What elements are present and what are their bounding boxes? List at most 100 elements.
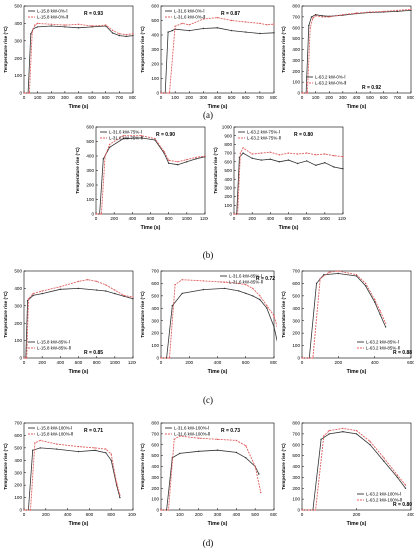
legend-label: L-63.2 kW-100%-Ⅰ [366,492,401,497]
y-axis-label: Temperature rise (°C) [140,443,145,490]
data-point [198,437,200,439]
data-point [245,292,247,295]
data-point [174,25,176,27]
r-value-label: R = 0.85 [84,350,103,356]
y-tick-label: 600 [292,25,300,30]
data-point [259,22,261,25]
x-tick-label: 1000 [128,512,136,517]
x-tick-label: 600 [242,360,250,365]
data-point [102,158,104,160]
data-point [383,10,385,13]
x-tick-label: 200 [325,95,333,100]
data-point [314,14,317,16]
y-tick-label: 100 [224,203,232,208]
data-point [251,157,253,159]
y-tick-label: 200 [86,183,94,188]
x-tick-label: 0 [233,216,236,221]
data-point [383,460,385,462]
y-tick-label: 0 [229,212,232,217]
x-tick-label: 400 [128,216,136,221]
data-point [195,156,197,159]
data-point [23,509,25,511]
data-point [50,23,52,25]
data-point [333,155,335,157]
y-tick-label: 200 [151,62,159,67]
legend-label: L-63.2 kW-85%-Ⅰ [366,340,399,345]
data-point [110,453,112,455]
y-axis-label: Temperature rise (°C) [3,291,8,338]
series-line [24,22,134,94]
x-tick-label: 200 [248,216,256,221]
data-point [296,153,299,155]
y-tick-label: 900 [224,133,232,138]
data-point [100,213,103,215]
data-point [252,287,254,290]
data-point [56,448,58,450]
data-point [188,29,190,32]
y-axis-label: Temperature rise (°C) [3,443,8,490]
y-tick-label: 500 [14,269,22,274]
data-point [108,143,111,146]
data-point [181,292,183,295]
data-point [202,288,205,291]
data-point [28,92,31,94]
series-line [161,17,275,94]
data-point [216,438,219,440]
series-line [161,435,262,511]
x-tick-label: 200 [38,360,46,365]
data-point [296,162,299,165]
y-tick-label: 200 [292,69,300,74]
series-line [161,27,275,94]
data-point [26,299,29,302]
data-point [320,438,322,440]
data-point [324,153,326,155]
y-tick-label: 200 [224,194,232,199]
x-axis-label: Time (s) [279,225,299,231]
r-value-label: R = 0.92 [362,85,381,91]
data-point [278,154,281,156]
data-point [236,213,239,215]
y-axis-label: Temperature rise (°C) [140,26,145,73]
chart-c1: 0 100 200 300 400 500 0 200 400 600 800 1000 1200 Tim… [3,269,136,375]
y-tick-label: 600 [14,433,22,438]
data-point [266,24,268,26]
data-point [94,447,96,449]
y-tick-label: 500 [292,453,300,458]
data-point [105,448,107,450]
data-point [312,357,314,359]
label-b: (b) [202,250,214,260]
data-point [77,280,80,283]
y-tick-label: 300 [14,470,22,475]
data-point [132,33,134,35]
legend-label: L-63.2 kW-0%-Ⅱ [315,81,346,86]
data-point [160,357,162,359]
y-tick-label: 800 [292,4,300,9]
data-point [39,447,41,449]
y-tick-label: 0 [156,356,159,361]
y-tick-label: 300 [14,303,22,308]
y-tick-label: 300 [151,47,159,52]
data-point [23,92,25,94]
legend-label: L-63.2 kW-75%-Ⅰ [247,130,280,135]
x-axis-label: Time (s) [347,521,367,527]
data-point [122,137,124,140]
data-point [396,474,399,476]
data-point [260,491,262,494]
data-point [168,162,170,164]
y-tick-label: 400 [151,306,159,311]
data-point [160,92,162,94]
data-point [181,279,183,281]
y-tick-label: 300 [292,318,300,323]
y-tick-label: 400 [14,458,22,463]
data-point [132,34,134,37]
data-point [287,159,290,161]
x-tick-label: 0 [95,216,98,221]
data-point [273,32,275,34]
data-point [114,289,116,291]
y-tick-label: 600 [151,442,159,447]
data-point [410,9,412,12]
y-tick-label: 500 [292,293,300,298]
data-point [252,295,254,297]
data-point [260,152,262,154]
x-tick-label: 600 [75,360,83,365]
